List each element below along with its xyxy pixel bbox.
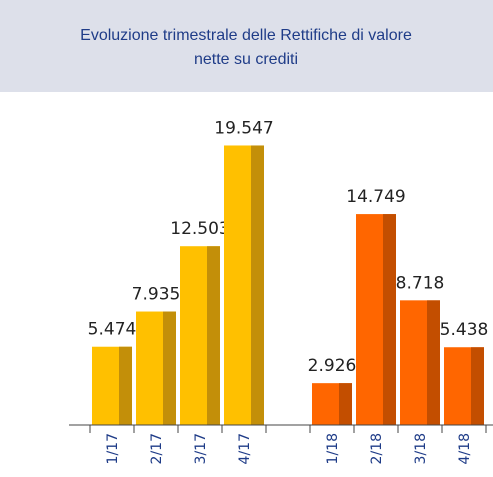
value-label: 7.935 <box>132 285 181 305</box>
bar-shade <box>339 383 352 425</box>
x-tick-label: 3/18 <box>413 433 429 464</box>
value-label: 5.438 <box>440 320 489 340</box>
x-tick-label: 1/18 <box>325 433 341 464</box>
bar-shade <box>163 311 176 425</box>
x-tick-label: 4/17 <box>237 433 253 464</box>
value-label: 5.474 <box>88 320 137 340</box>
bar-shade <box>251 145 264 425</box>
value-label: 2.926 <box>308 356 357 376</box>
x-tick-label: 1/17 <box>105 433 121 464</box>
bar-shade <box>119 346 132 425</box>
bar-shade <box>383 214 396 425</box>
x-tick-label: 4/18 <box>457 433 473 464</box>
x-tick-label: 2/18 <box>369 433 385 464</box>
bar-shade <box>427 300 440 425</box>
value-label: 14.749 <box>346 187 405 207</box>
bar-shade <box>207 246 220 425</box>
x-tick-label: 2/17 <box>149 433 165 464</box>
chart-title: Evoluzione trimestrale delle Rettifiche … <box>80 27 412 68</box>
x-tick-label: 3/17 <box>193 433 209 464</box>
value-label: 19.547 <box>214 118 273 138</box>
bar-shade <box>471 347 484 425</box>
value-label: 12.503 <box>170 219 229 239</box>
value-label: 8.718 <box>396 273 445 293</box>
title-box <box>0 0 493 92</box>
